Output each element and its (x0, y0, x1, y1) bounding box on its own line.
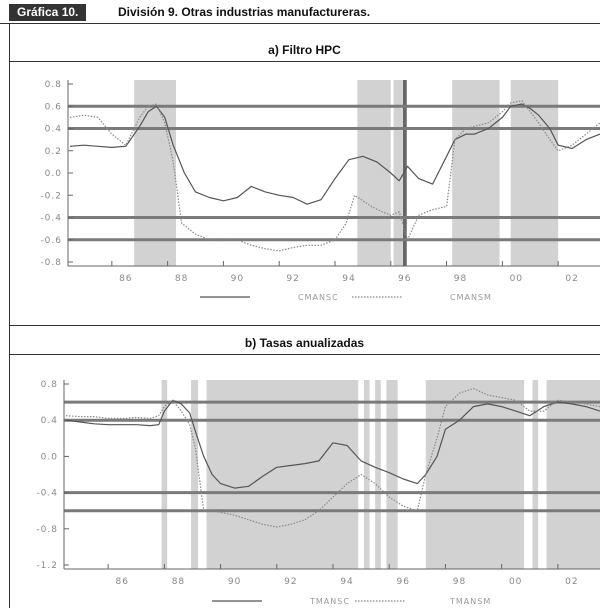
panel-a-x-tick-label-3: 92 (286, 274, 299, 284)
panel-a-x-tick-label-2: 90 (231, 274, 244, 284)
panel-b-x-tick-label-5: 96 (397, 577, 410, 587)
panel-b-x-tick-label-3: 92 (284, 577, 297, 587)
panel-a-y-tick-label-1: 0.6 (45, 102, 62, 112)
panel-b-x-tick-label-6: 98 (453, 577, 466, 587)
panel-a-legend-label-0: CMANSC (298, 293, 339, 302)
panel-a-x-tick-label-0: 86 (119, 274, 132, 284)
figure-frame (9, 24, 600, 608)
panel-a-y-tick-label-4: 0.0 (45, 169, 62, 179)
panel-a-y-tick-label-7: -0.6 (40, 236, 62, 246)
panel-b-y-tick-label-1: 0.4 (41, 416, 58, 426)
panel-b-y-tick-label-5: -1.2 (36, 561, 58, 571)
panel-a-shade-0 (134, 80, 176, 266)
panel-b-y-tick-label-2: 0.0 (41, 452, 58, 462)
panel-b-shade-1 (191, 380, 199, 569)
panel-a-y-tick-label-3: 0.2 (45, 147, 62, 157)
panel-a-shade-2 (393, 80, 402, 266)
panel-b-x-tick-label-1: 88 (172, 577, 185, 587)
panel-a-y-tick-label-5: -0.2 (40, 191, 62, 201)
panel-a-shade-4 (510, 80, 559, 266)
panel-b-y-tick-label-3: -0.4 (36, 489, 58, 499)
panel-a-title: a) Filtro HPC (268, 43, 341, 57)
panel-b-y-tick-label-0: 0.8 (41, 380, 58, 390)
panel-b-separator (9, 354, 600, 355)
panel-b-shade-8 (546, 380, 600, 569)
panel-a-y-tick-label-6: -0.4 (40, 214, 62, 224)
panel-b-legend-label-0: TMANSC (309, 597, 350, 606)
panel-a-legend-label-1: CMANSM (450, 293, 492, 302)
panel-b-shade-0 (161, 380, 168, 569)
panel-b-series-tmansm (65, 387, 600, 528)
panel-a-shade-3 (452, 80, 500, 266)
panel-a-x-tick-label-4: 94 (342, 274, 355, 284)
panel-b-x-tick-label-4: 94 (340, 577, 353, 587)
panel-a-x-tick-label-1: 88 (175, 274, 188, 284)
panel-a-x-tick-label-5: 96 (398, 274, 411, 284)
panel-b-x-tick-label-0: 86 (115, 577, 128, 587)
panel-b-shade-4 (375, 380, 381, 569)
panel-b-title: b) Tasas anualizadas (244, 336, 365, 350)
panel-a-series-cmansm (69, 100, 600, 252)
figure-title: División 9. Otras industrias manufacture… (118, 5, 371, 19)
panel-b-x-tick-label-2: 90 (228, 577, 241, 587)
panel-b-shade-7 (532, 380, 539, 569)
figure-number-badge: Gráfica 10. (9, 4, 87, 21)
panel-b-shade-6 (425, 380, 525, 569)
panel-b-x-tick-label-7: 00 (509, 577, 522, 587)
panel-b-x-tick-label-8: 02 (565, 577, 578, 587)
panel-a-shade-1 (357, 80, 391, 266)
panel-a-x-tick-label-8: 02 (565, 274, 578, 284)
panel-divider (9, 325, 600, 326)
panel-b-shade-3 (363, 380, 370, 569)
panel-a-y-tick-label-2: 0.4 (45, 125, 62, 135)
panel-a-y-tick-label-0: 0.8 (45, 80, 62, 90)
panel-b-series-tmansc (65, 399, 600, 489)
panel-b-legend-label-1: TMANSM (449, 597, 491, 606)
panel-b-shade-2 (206, 380, 359, 569)
panel-a-x-tick-label-7: 00 (510, 274, 523, 284)
panel-a-series-cmansc (69, 103, 600, 205)
figure-header: Gráfica 10. División 9. Otras industrias… (0, 0, 600, 24)
panel-b-y-tick-label-4: -0.8 (36, 525, 58, 535)
panel-a-x-tick-label-6: 98 (454, 274, 467, 284)
panel-a-separator (9, 61, 600, 62)
panel-a-y-tick-label-8: -0.8 (40, 258, 62, 268)
